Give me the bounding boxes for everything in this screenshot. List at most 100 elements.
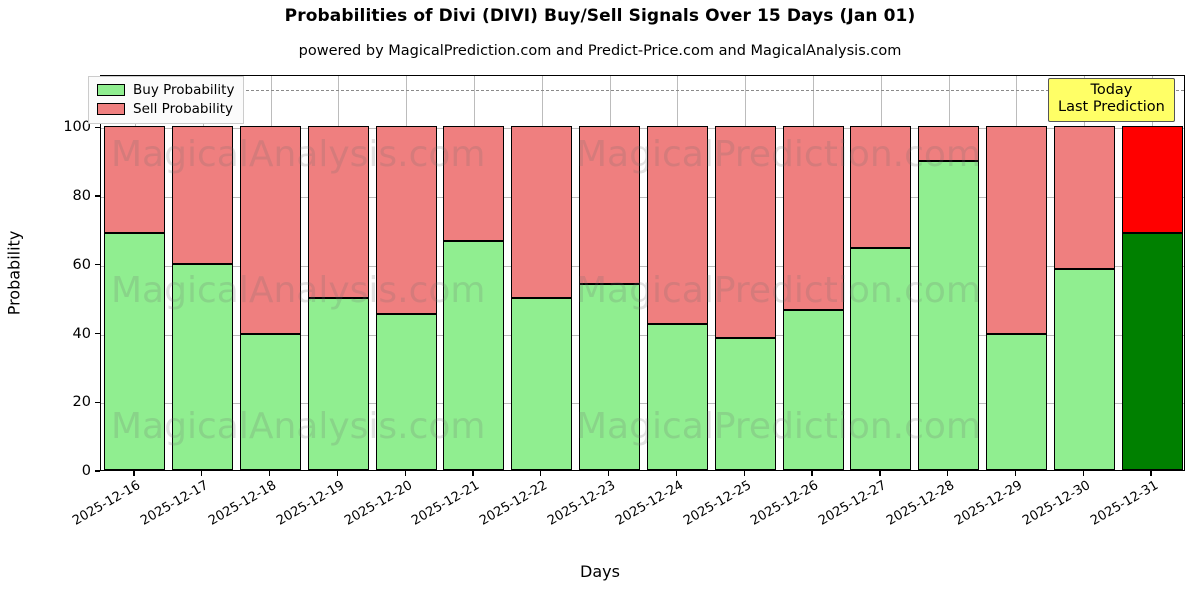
bar-segment-buy — [646, 323, 708, 470]
y-gridline — [101, 265, 1184, 267]
bar-segment-buy — [579, 284, 641, 470]
today-annotation-line2: Last Prediction — [1058, 99, 1165, 116]
y-tick-mark — [95, 264, 100, 266]
y-tick-mark — [95, 470, 100, 472]
x-tick-mark — [201, 471, 203, 476]
bar-segment-sell — [714, 126, 776, 338]
y-tick-mark — [95, 332, 100, 335]
bar-segment-sell — [985, 126, 1047, 335]
x-tick-label: 2025-12-16 — [70, 478, 144, 529]
x-tick-mark — [1150, 471, 1152, 476]
page-title: Probabilities of Divi (DIVI) Buy/Sell Si… — [284, 6, 916, 26]
bar-segment-sell — [511, 126, 573, 299]
x-tick-mark — [268, 471, 271, 476]
x-tick-label: 2025-12-30 — [1019, 478, 1093, 529]
bar-stack — [307, 76, 369, 470]
bar-segment-buy — [985, 334, 1047, 470]
x-tick-mark — [540, 471, 542, 476]
bar-segment-buy — [511, 298, 573, 470]
x-tick-label: 2025-12-23 — [545, 478, 619, 529]
legend-swatch-buy — [97, 84, 125, 96]
bar-segment-sell — [443, 126, 505, 242]
x-tick-mark — [947, 471, 949, 476]
bar-segment-buy — [443, 241, 505, 470]
bar-segment-buy — [918, 160, 980, 470]
bar-stack — [104, 76, 166, 470]
x-tick-mark — [336, 471, 339, 476]
bar-segment-sell — [1053, 126, 1115, 269]
bar-segment-sell — [240, 126, 302, 335]
bar-segment-buy — [104, 232, 166, 470]
x-tick-label: 2025-12-29 — [952, 478, 1025, 529]
x-tick-mark — [1014, 471, 1017, 476]
bar-stack — [1053, 76, 1115, 470]
bar-segment-buy — [307, 298, 369, 470]
bar-segment-buy — [1053, 268, 1115, 470]
y-gridline — [101, 128, 1184, 130]
bar-stack — [172, 76, 234, 470]
bar-segment-buy — [714, 337, 776, 470]
bar-stack — [511, 76, 573, 470]
plot-area: MagicalAnalysis.com MagicalPrediction.com… — [100, 75, 1185, 471]
x-tick-mark — [879, 471, 881, 476]
x-tick-label: 2025-12-19 — [273, 478, 347, 529]
today-annotation: Today Last Prediction — [1048, 78, 1175, 123]
y-tick-mark — [95, 195, 100, 197]
x-tick-label: 2025-12-18 — [206, 478, 280, 529]
y-tick-mark — [95, 401, 100, 403]
bar-segment-sell — [850, 126, 912, 249]
bar-segment-buy — [782, 310, 844, 470]
bar-segment-sell — [782, 126, 844, 311]
x-tick-label: 2025-12-28 — [884, 478, 958, 529]
bar-segment-sell — [307, 126, 369, 299]
bar-stack — [782, 76, 844, 470]
x-tick-label: 2025-12-25 — [680, 478, 754, 529]
legend-swatch-sell — [97, 103, 125, 115]
bar-stack — [850, 76, 912, 470]
bar-segment-sell — [1121, 126, 1183, 233]
x-tick-label: 2025-12-27 — [816, 478, 890, 529]
bar-stack — [646, 76, 708, 470]
x-tick-mark — [404, 471, 406, 476]
bar-stack — [443, 76, 505, 470]
y-axis-label: Probability — [4, 230, 24, 316]
x-axis-label: Days — [580, 562, 620, 581]
chart-subtitle: powered by MagicalPrediction.com and Pre… — [298, 43, 902, 59]
legend-label-sell: Sell Probability — [133, 101, 234, 117]
x-tick-mark — [472, 471, 474, 476]
bar-segment-sell — [172, 126, 234, 264]
bar-segment-buy — [1121, 232, 1183, 470]
y-gridline — [101, 197, 1184, 198]
bar-stack — [375, 76, 437, 470]
bar-stack — [985, 76, 1047, 470]
y-tick-label: 80 — [72, 188, 91, 204]
bar-segment-sell — [375, 126, 437, 314]
plot-clip: MagicalAnalysis.com MagicalPrediction.com… — [101, 76, 1184, 470]
y-tick-mark — [95, 126, 100, 128]
bar-segment-buy — [850, 248, 912, 470]
bar-segment-sell — [646, 126, 708, 324]
x-tick-mark — [133, 471, 135, 476]
bar-segment-buy — [240, 334, 302, 470]
x-tick-mark — [675, 471, 678, 476]
bar-stack — [240, 76, 302, 470]
bar-stack — [918, 76, 980, 470]
bar-stack — [714, 76, 776, 470]
y-tick-label: 100 — [63, 119, 91, 136]
bar-segment-sell — [104, 126, 166, 233]
legend-item-buy: Buy Probability — [97, 82, 234, 98]
bar-segment-sell — [918, 126, 980, 161]
y-tick-label: 60 — [72, 256, 91, 273]
chart-legend: Buy Probability Sell Probability — [88, 76, 245, 124]
x-tick-label: 2025-12-26 — [748, 478, 822, 529]
x-tick-mark — [811, 471, 813, 476]
bar-segment-sell — [579, 126, 641, 285]
x-tick-label: 2025-12-31 — [1087, 478, 1161, 529]
bar-segment-buy — [375, 313, 437, 470]
x-tick-mark — [1082, 471, 1084, 476]
legend-item-sell: Sell Probability — [97, 101, 234, 117]
x-tick-label: 2025-12-21 — [409, 478, 483, 529]
bar-stack — [579, 76, 641, 470]
y-gridline — [101, 403, 1184, 405]
